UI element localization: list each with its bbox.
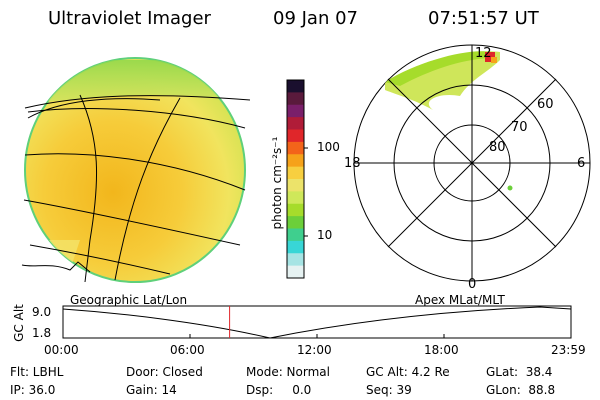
- colorbar-swatch: [287, 129, 304, 143]
- geographic-image: [21, 57, 251, 283]
- date-label: 09 Jan 07: [273, 8, 358, 29]
- status-gc-alt: GC Alt: 4.2 Re: [366, 365, 450, 379]
- colorbar-swatch: [287, 104, 304, 118]
- polar-lat-80: 80: [489, 140, 506, 155]
- status-glon: GLon: 88.8: [486, 383, 556, 397]
- instrument-title: Ultraviolet Imager: [48, 8, 211, 29]
- colorbar: [286, 79, 308, 279]
- colorbar-swatch: [287, 179, 304, 192]
- status-mode: Mode: Normal: [246, 365, 330, 379]
- colorbar-swatch: [287, 117, 304, 131]
- colorbar-tick-100: 100: [317, 140, 340, 154]
- polar-mlt-12: 12: [475, 46, 492, 61]
- altitude-plot: [62, 305, 572, 339]
- alt-x-tick-2: 12:00: [297, 343, 332, 357]
- colorbar-tick-10: 10: [317, 228, 333, 242]
- colorbar-swatch: [287, 203, 304, 217]
- alt-x-tick-0: 00:00: [44, 343, 79, 357]
- colorbar-swatch: [287, 154, 304, 168]
- colorbar-swatch: [287, 265, 304, 279]
- colorbar-swatch: [287, 253, 304, 267]
- status-gain: Gain: 14: [126, 383, 177, 397]
- colorbar-swatch: [287, 166, 304, 180]
- status-seq: Seq: 39: [366, 383, 412, 397]
- polar-plot: [353, 44, 591, 282]
- colorbar-swatch: [287, 191, 304, 205]
- time-label: 07:51:57 UT: [428, 8, 539, 29]
- status-ip: IP: 36.0: [10, 383, 56, 397]
- alt-axis-label: GC Alt: [12, 304, 26, 342]
- polar-mlt-18: 18: [344, 156, 361, 171]
- alt-y-tick-9: 9.0: [32, 305, 52, 319]
- polar-lat-60: 60: [537, 97, 554, 112]
- colorbar-swatch: [287, 216, 304, 230]
- apex-panel-label: Apex MLat/MLT: [415, 293, 505, 307]
- colorbar-swatch: [287, 80, 304, 93]
- polar-lat-70: 70: [511, 120, 528, 135]
- alt-y-tick-1: 1.8: [32, 326, 52, 340]
- polar-mlt-6: 6: [577, 156, 586, 171]
- colorbar-swatch: [287, 240, 304, 254]
- status-flt: Flt: LBHL: [10, 365, 64, 379]
- lat-lon-grid: [21, 94, 251, 283]
- colorbar-swatch: [287, 228, 304, 242]
- colorbar-swatch: [287, 141, 304, 155]
- status-door: Door: Closed: [126, 365, 203, 379]
- status-glat: GLat: 38.4: [486, 365, 553, 379]
- alt-x-tick-4: 23:59: [551, 343, 586, 357]
- alt-x-tick-1: 06:00: [170, 343, 205, 357]
- status-dsp: Dsp: 0.0: [246, 383, 312, 397]
- colorbar-unit-label: photon cm⁻²s⁻¹: [270, 136, 284, 230]
- colorbar-frame: [286, 79, 305, 279]
- colorbar-swatch: [287, 92, 304, 106]
- polar-mlt-0: 0: [468, 277, 477, 292]
- alt-x-tick-3: 18:00: [424, 343, 459, 357]
- geographic-panel-label: Geographic Lat/Lon: [70, 293, 188, 307]
